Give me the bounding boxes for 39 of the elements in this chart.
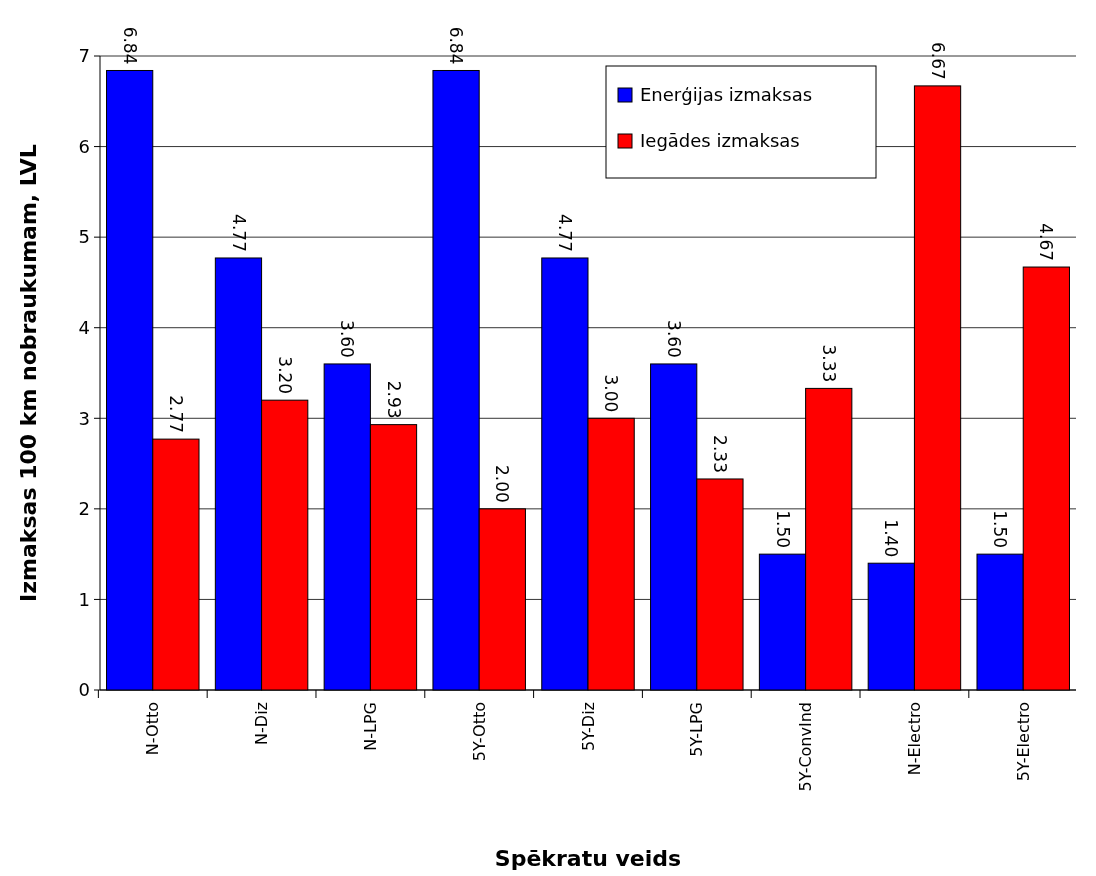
- x-tick-label: N-Diz: [252, 702, 272, 745]
- x-tick-label: N-Electro: [905, 702, 925, 776]
- data-label: 4.67: [1036, 223, 1057, 262]
- data-label: 6.84: [119, 26, 140, 65]
- legend-label: Enerģijas izmaksas: [640, 84, 813, 106]
- x-tick-label: N-LPG: [360, 702, 380, 751]
- data-label: 4.77: [228, 214, 249, 252]
- x-tick-label: 5Y-Electro: [1013, 702, 1033, 782]
- y-tick-label: 2: [78, 498, 90, 520]
- y-tick-label: 5: [78, 226, 90, 248]
- x-axis-title: Spēkratu veids: [494, 846, 682, 871]
- data-label: 1.40: [881, 519, 902, 558]
- data-label: 1.50: [990, 510, 1011, 549]
- y-tick-label: 4: [78, 317, 90, 339]
- data-label: 2.33: [709, 435, 730, 473]
- data-label: 6.67: [927, 42, 948, 80]
- data-label: 3.60: [337, 320, 358, 358]
- y-tick-label: 6: [78, 135, 90, 157]
- data-label: 2.00: [492, 465, 513, 503]
- y-tick-label: 3: [78, 407, 90, 429]
- data-label: 2.93: [383, 380, 404, 419]
- x-tick-label: 5Y-Diz: [578, 702, 598, 751]
- y-tick-label: 0: [78, 679, 90, 701]
- x-tick-label: 5Y-Otto: [469, 702, 489, 762]
- legend-label: Iegādes izmaksas: [640, 130, 800, 152]
- data-label: 3.20: [274, 356, 295, 395]
- data-label: 3.60: [663, 320, 684, 358]
- data-label: 3.33: [818, 344, 839, 383]
- x-tick-label: N-Otto: [143, 702, 163, 756]
- data-label: 4.77: [554, 214, 575, 252]
- x-tick-label: 5Y-ConvInd: [796, 702, 816, 792]
- data-label: 3.00: [601, 374, 622, 413]
- y-tick-label: 7: [78, 45, 90, 67]
- data-label: 2.77: [165, 395, 186, 434]
- x-tick-label: 5Y-LPG: [687, 702, 707, 757]
- y-axis-title: Izmaksas 100 km nobraukumam, LVL: [16, 144, 41, 602]
- y-tick-label: 1: [78, 588, 90, 610]
- data-label: 6.84: [446, 26, 467, 65]
- data-label: 1.50: [772, 510, 793, 549]
